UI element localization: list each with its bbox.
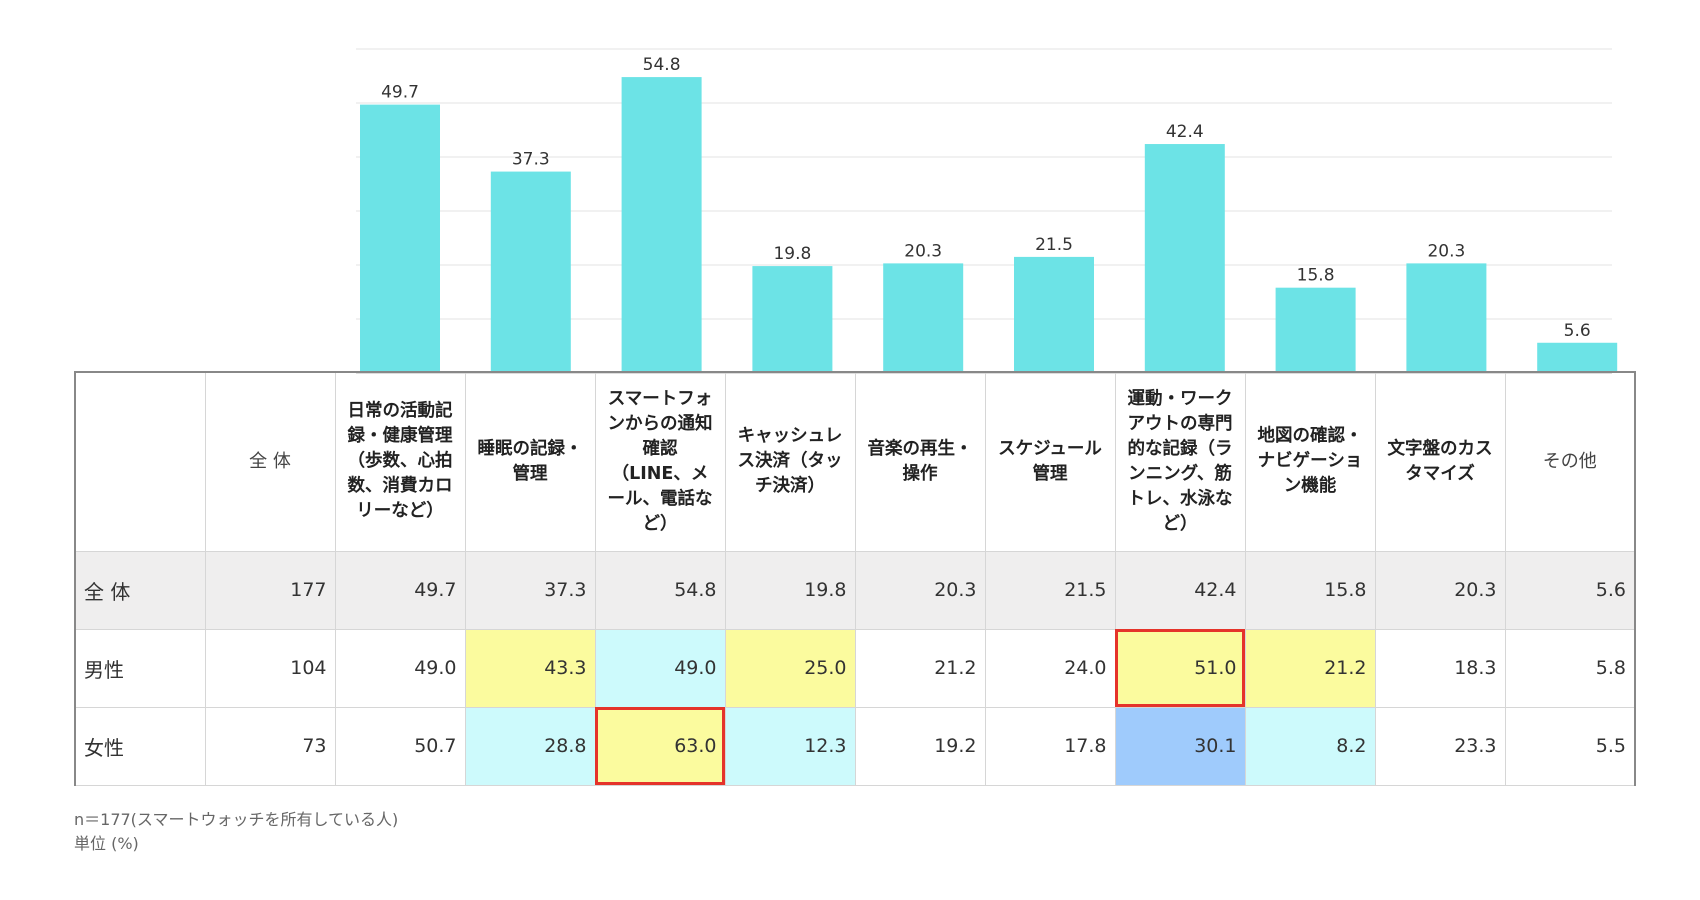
- row-label: 女性: [74, 706, 206, 786]
- table-cell: 23.3: [1374, 706, 1506, 786]
- bar-value-label: 20.3: [1427, 241, 1465, 261]
- unit-note: 単位 (%): [74, 834, 139, 853]
- header-corner: [74, 371, 206, 552]
- bar: [1537, 342, 1618, 373]
- sample-note: n＝177(スマートウォッチを所有している人): [74, 810, 399, 829]
- bar-value-label: 19.8: [773, 244, 811, 264]
- table-cell: 15.8: [1244, 550, 1376, 630]
- table-cell: 8.2: [1244, 706, 1376, 786]
- bar-value-label: 49.7: [381, 83, 419, 103]
- bar-value-label: 20.3: [904, 241, 942, 261]
- header-col: その他: [1504, 371, 1636, 552]
- value-labels: 49.7 37.3 54.8 19.8 20.3 21.5 42.4 15.8 20.3 5.6: [381, 55, 1591, 341]
- bar: [360, 104, 440, 374]
- table-cell: 19.8: [724, 550, 856, 630]
- bar: [752, 266, 833, 373]
- table-cell: 17.8: [984, 706, 1116, 786]
- table-cell: 49.7: [334, 550, 466, 630]
- table-row: 全 体 177 49.7 37.3 54.8 19.8 20.3 21.5 42.4 15.8 20…: [74, 550, 1636, 630]
- table-cell: 20.3: [1374, 550, 1506, 630]
- row-label: 全 体: [74, 550, 206, 630]
- table-cell: 5.8: [1504, 628, 1636, 708]
- table-cell: 54.8: [594, 550, 726, 630]
- table-cell: 18.3: [1374, 628, 1506, 708]
- bar-value-label: 5.6: [1564, 321, 1591, 341]
- header-total: 全 体: [204, 371, 336, 552]
- table-cell: 30.1: [1114, 706, 1246, 786]
- table-cell: 5.6: [1504, 550, 1636, 630]
- header-col: 睡眠の記録・ 管理: [464, 371, 596, 552]
- header-col: 運動・ワーク アウトの専門 的な記録（ラ ンニング、筋 トレ、水泳な ど）: [1114, 371, 1246, 552]
- table-cell: 25.0: [724, 628, 856, 708]
- bar: [1014, 256, 1094, 373]
- table-cell: 21.2: [1244, 628, 1376, 708]
- header-col: 音楽の再生・ 操作: [854, 371, 986, 552]
- bar: [490, 171, 571, 373]
- header-col: キャッシュレ ス決済（タッ チ決済）: [724, 371, 856, 552]
- row-count: 73: [204, 706, 336, 786]
- row-count: 177: [204, 550, 336, 630]
- data-table: 全 体 日常の活動記 録・健康管理 （歩数、心拍 数、消費カロ リーなど） 睡眠…: [74, 371, 1636, 786]
- header-col: 地図の確認・ ナビゲーショ ン機能: [1244, 371, 1376, 552]
- table-row: 男性 104 49.0 43.3 49.0 25.0 21.2 24.0 51.0 21.2 18.…: [74, 628, 1636, 708]
- bar-chart: 49.7 37.3 54.8 19.8 20.3 21.5 42.4 15.8 20.3 5.6: [356, 48, 1618, 374]
- table-row: 女性 73 50.7 28.8 63.0 12.3 19.2 17.8 30.1 8.2 23.3 5…: [74, 706, 1636, 786]
- bar-value-label: 54.8: [643, 55, 681, 75]
- header-col: スマートフォ ンからの通知 確認 （LINE、メ ール、電話な ど）: [594, 371, 726, 552]
- bar: [1275, 287, 1356, 373]
- table-cell: 21.5: [984, 550, 1116, 630]
- header-col: 文字盤のカス タマイズ: [1374, 371, 1506, 552]
- table-cell: 49.0: [594, 628, 726, 708]
- bar: [1406, 263, 1487, 373]
- bar-value-label: 37.3: [512, 150, 550, 170]
- notes: n＝177(スマートウォッチを所有している人) 単位 (%): [74, 808, 398, 856]
- table-cell: 50.7: [334, 706, 466, 786]
- table-cell: 12.3: [724, 706, 856, 786]
- table-cell: 5.5: [1504, 706, 1636, 786]
- bar-value-label: 15.8: [1297, 266, 1335, 286]
- table-cell: 43.3: [464, 628, 596, 708]
- header-col: 日常の活動記 録・健康管理 （歩数、心拍 数、消費カロ リーなど）: [334, 371, 466, 552]
- bar-value-label: 42.4: [1166, 122, 1204, 142]
- row-label: 男性: [74, 628, 206, 708]
- bars: [360, 77, 1618, 374]
- bar: [621, 77, 702, 373]
- table-cell: 63.0: [594, 706, 726, 786]
- table-cell: 37.3: [464, 550, 596, 630]
- table-header-row: 全 体 日常の活動記 録・健康管理 （歩数、心拍 数、消費カロ リーなど） 睡眠…: [74, 371, 1636, 552]
- table-cell: 49.0: [334, 628, 466, 708]
- table-cell: 20.3: [854, 550, 986, 630]
- table-cell: 42.4: [1114, 550, 1246, 630]
- bar-value-label: 21.5: [1035, 235, 1073, 255]
- header-col: スケジュール 管理: [984, 371, 1116, 552]
- bar: [1144, 144, 1225, 373]
- table-cell: 51.0: [1114, 628, 1246, 708]
- row-count: 104: [204, 628, 336, 708]
- bar: [883, 263, 964, 373]
- table-cell: 19.2: [854, 706, 986, 786]
- table-cell: 24.0: [984, 628, 1116, 708]
- table-cell: 28.8: [464, 706, 596, 786]
- table-cell: 21.2: [854, 628, 986, 708]
